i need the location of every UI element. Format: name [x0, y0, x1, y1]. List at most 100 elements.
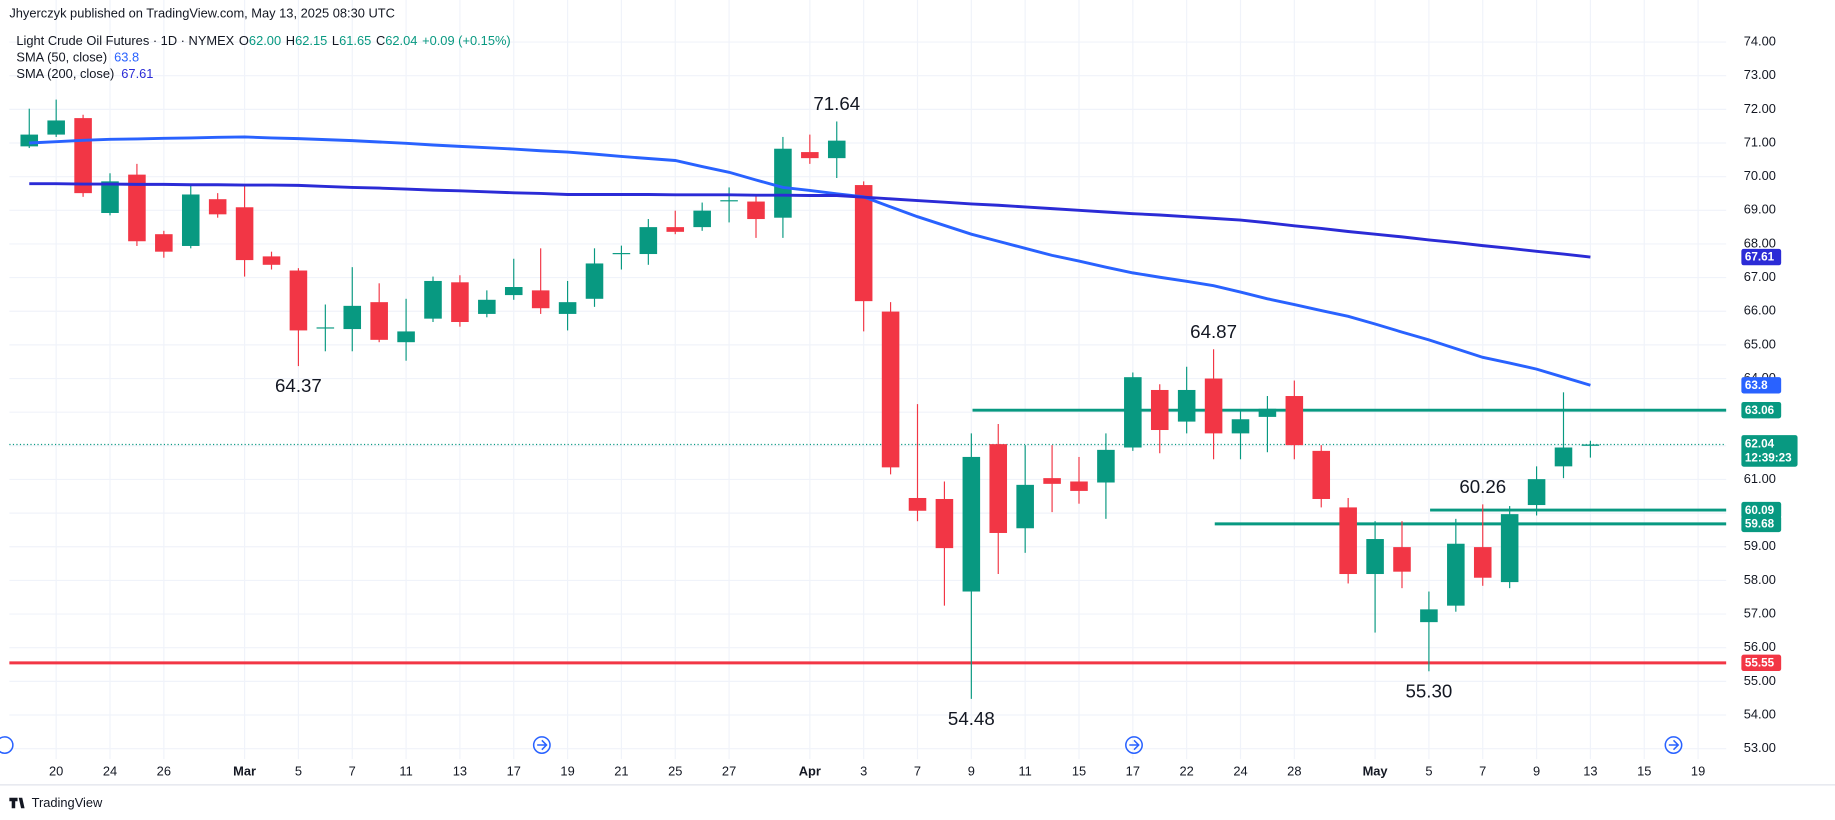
candle-body	[397, 331, 415, 343]
candle-body	[451, 282, 469, 323]
price-badge-label: 63.8	[1745, 379, 1768, 392]
candle-body	[1177, 389, 1196, 422]
candle-body	[989, 444, 1008, 533]
x-tick-label: 5	[1425, 763, 1432, 778]
candle-body	[1204, 378, 1223, 434]
publisher: Jhyerczyk published on TradingView.com, …	[9, 5, 395, 20]
candle-body	[1420, 609, 1438, 623]
price-badge-label: 60.09	[1745, 504, 1775, 517]
candle-body	[639, 227, 658, 255]
candle-body	[1312, 450, 1331, 499]
y-tick-label: 70.00	[1744, 168, 1776, 183]
x-tick-label: 13	[453, 763, 467, 778]
y-tick-label: 61.00	[1744, 471, 1776, 486]
candle-body	[47, 120, 65, 135]
x-tick-label: 21	[614, 763, 628, 778]
candle-body	[531, 290, 550, 309]
candle-body	[1150, 389, 1169, 431]
quote-item: +0.09 (+0.15%)	[422, 34, 511, 49]
price-badge-label: 67.61	[1745, 251, 1775, 264]
legend-entry: SMA (200, close) 67.61	[16, 66, 153, 81]
x-tick-label: Apr	[799, 763, 821, 778]
footer-brand: TradingView	[32, 795, 103, 810]
footer-logo: TradingView	[9, 795, 103, 810]
candle-body	[881, 311, 900, 468]
legend-name: SMA (50, close)	[16, 50, 107, 65]
candle-body	[424, 280, 442, 319]
price-badge-label: 59.68	[1745, 518, 1775, 531]
candle-body	[558, 302, 577, 314]
legend-value: 63.8	[114, 50, 139, 65]
candle-body	[693, 210, 711, 228]
x-tick-label: 17	[1126, 763, 1140, 778]
quote-item: H	[286, 34, 295, 49]
candle-body	[1527, 479, 1546, 506]
x-tick-label: 9	[968, 763, 975, 778]
candle-body	[128, 174, 146, 242]
x-tick-label: 19	[560, 763, 574, 778]
candle-body	[316, 327, 335, 329]
x-tick-label: 7	[1479, 763, 1486, 778]
candle-body	[1043, 478, 1061, 484]
x-tick-label: 15	[1072, 763, 1086, 778]
plot	[9, 99, 1727, 699]
candle-body	[612, 253, 631, 255]
candle-body	[155, 234, 173, 252]
price-annotation: 54.48	[948, 708, 995, 729]
legend-name: SMA (200, close)	[16, 66, 114, 81]
y-tick-label: 66.00	[1744, 303, 1776, 318]
x-tick-label: 22	[1180, 763, 1194, 778]
candle-body	[935, 498, 954, 549]
y-tick-label: 68.00	[1744, 235, 1776, 250]
price-badge	[1741, 401, 1782, 419]
candle-body	[478, 299, 496, 314]
price-badge	[1741, 515, 1782, 533]
x-tick-label: 13	[1583, 763, 1597, 778]
x-tick-label: 3	[860, 763, 867, 778]
candle-body	[74, 118, 92, 194]
candle-body	[1366, 539, 1384, 575]
candle-body	[1016, 484, 1034, 529]
y-tick-label: 74.00	[1744, 33, 1776, 48]
candle-body	[666, 227, 685, 232]
y-tick-label: 69.00	[1744, 202, 1776, 217]
price-badge-label: 55.55	[1745, 657, 1775, 670]
x-tick-label: 24	[103, 763, 117, 778]
price-annotation: 55.30	[1406, 680, 1453, 701]
candle-body	[1124, 377, 1142, 448]
candle-body	[801, 152, 819, 159]
price-annotation: 64.37	[275, 375, 322, 396]
x-tick-label: 28	[1287, 763, 1301, 778]
y-tick-label: 59.00	[1744, 538, 1776, 553]
y-tick-label: 72.00	[1744, 101, 1776, 116]
candle-body	[827, 140, 846, 159]
x-tick-label: 25	[668, 763, 682, 778]
price-badge	[1741, 377, 1782, 394]
candle-body	[262, 256, 281, 265]
quote-item: 62.04	[385, 34, 417, 49]
x-tick-label: 5	[295, 763, 302, 778]
price-annotation: 60.26	[1459, 476, 1506, 497]
price-badge	[1741, 501, 1782, 519]
candle-body	[774, 148, 792, 218]
candle-body	[962, 456, 981, 592]
x-tick-label: 20	[49, 763, 63, 778]
legend-value: 67.61	[121, 66, 153, 81]
candle-body	[1339, 507, 1357, 575]
candle-body	[908, 497, 927, 511]
candle-body	[747, 201, 765, 220]
candle-body	[1070, 481, 1088, 491]
y-tick-label: 54.00	[1744, 706, 1776, 721]
x-tick-label: 9	[1533, 763, 1540, 778]
x-tick-label: 26	[157, 763, 171, 778]
candle-body	[208, 199, 227, 215]
x-tick-label: 17	[507, 763, 521, 778]
candle-body	[1554, 447, 1573, 467]
candle-body	[1500, 514, 1519, 583]
candle-body	[854, 185, 873, 302]
price-badge-label: 63.06	[1745, 404, 1775, 417]
candle-body	[504, 287, 523, 296]
candle-body	[1393, 547, 1411, 572]
y-tick-label: 58.00	[1744, 572, 1776, 587]
